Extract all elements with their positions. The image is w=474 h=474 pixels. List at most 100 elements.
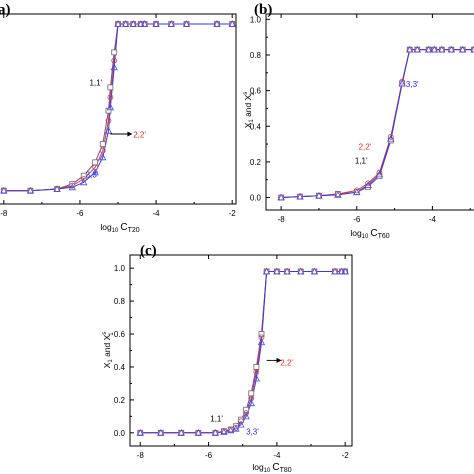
panel-a-series-1-point <box>92 159 99 166</box>
panel-c-series-3-point <box>297 267 305 275</box>
panel-b-ytick-label: 0.0 <box>250 194 262 203</box>
panel-c-series-3-point <box>252 374 261 382</box>
panel-c-series-2-point <box>238 418 244 425</box>
panel-c-xtick-labels: -8 -6 -4 -2 <box>137 451 350 460</box>
panel-a-xtick-label: -2 <box>229 209 237 218</box>
panel-c-ytick-label: 0.4 <box>114 363 126 372</box>
panel-c-xtick-label: -6 <box>205 451 213 460</box>
panel-b-xtick-label: -8 <box>278 215 286 224</box>
panel-c-series-1-point <box>253 364 260 370</box>
panel-b-series-2-point <box>353 187 360 194</box>
panel-b-series-2-point <box>471 46 474 53</box>
panel-a-series-2-point <box>111 57 118 64</box>
panel-c-series-3-point <box>257 338 266 346</box>
panel-c-series-1-line <box>140 271 346 434</box>
panel-c-annotations: 1,1' 2,2' 3,3' <box>210 357 293 436</box>
panel-a-frame <box>0 13 237 205</box>
panel-c-ytick-label: 0.2 <box>114 396 126 405</box>
panel-a-series-3-point <box>228 20 236 27</box>
panel-c-series-3-point <box>227 426 235 434</box>
panel-a-series-3-point <box>129 20 137 27</box>
panel-b-series-2-point <box>376 169 383 176</box>
panel-a-xtick-label: -4 <box>153 209 161 218</box>
panel-a: a) -8 -6 -4 -2 log10 CT20 1,1' 2,2' 3,3' <box>0 2 237 234</box>
panel-c-series-3-point <box>157 428 165 436</box>
panel-c-series-3-point <box>283 267 291 275</box>
panel-a-series-3-point <box>140 20 149 27</box>
panel-b-ylabel: X1 and Xs1 <box>243 92 256 129</box>
panel-b-axes <box>265 13 474 211</box>
panel-b-series-3-point <box>277 193 285 201</box>
panel-a-series-2-point <box>69 182 76 189</box>
panel-a-series-3-point <box>114 20 122 27</box>
panel-b-xtick-label: -6 <box>353 215 361 224</box>
panel-a-series-3-point <box>91 168 99 176</box>
panel-a-xtick-label: -8 <box>0 209 8 218</box>
panel-c-series-3-line <box>140 271 346 434</box>
panel-b-ytick-label: 0.2 <box>250 158 262 167</box>
panel-b-series-3-point <box>413 45 421 53</box>
panel-b-series-3-point <box>470 45 474 53</box>
panel-c-series-3-point <box>262 267 271 275</box>
panel-c-annotation: 2,2' <box>280 358 293 367</box>
panel-a-series-3-point <box>99 153 107 161</box>
panel-a-series-3-point <box>137 20 145 27</box>
panel-a-series-1-point <box>80 172 87 179</box>
panel-a-annotation: 1,1' <box>89 79 102 88</box>
panel-b-ytick-label: 1.0 <box>250 15 262 24</box>
panel-a-series-3-point <box>152 20 160 27</box>
panel-a-series-1-point <box>107 84 114 91</box>
panel-b-series-3-point <box>430 45 438 53</box>
panel-c-series-3-point <box>341 267 349 275</box>
panel-b-series-3-point <box>315 191 323 199</box>
panel-a-series-2-point <box>105 117 112 124</box>
panel-c-series-3-point <box>237 420 245 428</box>
panel-c-series-1-point <box>243 406 250 413</box>
panel-a-series-1-line <box>3 23 233 192</box>
panel-c-axes <box>129 254 353 447</box>
panel-c-series-3-point <box>242 412 250 420</box>
panel-c-series-2-point <box>243 410 250 416</box>
panel-a-xlabel: log10 CT20 <box>100 222 139 234</box>
panel-c-series-3-point <box>331 267 339 275</box>
panel-b-annotation: 1,1' <box>355 157 368 166</box>
panel-c-series-3-point <box>211 428 220 436</box>
panel-a-series-3-point <box>106 103 115 111</box>
panel-c-ylabel: X1 and Xs1 <box>102 332 115 369</box>
panel-b-ytick-labels: 0.0 0.2 0.4 0.6 0.8 1.0 <box>250 15 262 202</box>
panel-a-series-3-point <box>68 183 76 191</box>
panel-a-series-3-point <box>213 20 221 27</box>
panel-b-series-3-point <box>458 45 467 53</box>
panel-b-series-3-point <box>447 45 455 53</box>
panel-a-series-1-point <box>105 107 112 114</box>
panel-b-ytick-label: 0.4 <box>250 122 262 131</box>
panel-c-series-3-point <box>273 267 281 275</box>
panel-b-frame <box>265 13 474 211</box>
panel-b-series-3-point <box>387 134 395 142</box>
panel-b-series-2-point <box>387 134 394 140</box>
panel-c-annotation: 3,3' <box>246 427 259 436</box>
panel-c-ytick-label: 0.8 <box>114 297 126 306</box>
panel-a-series-2-point <box>107 94 114 101</box>
panel-b-series-3-point <box>406 45 414 53</box>
panel-b-annotation: 2,2' <box>359 142 372 151</box>
panel-b-series-3-point <box>438 45 446 53</box>
panel-c-annotation: 1,1' <box>210 414 223 423</box>
panel-a-series-3-point <box>104 126 113 134</box>
panel-c-series-3-point <box>310 267 319 275</box>
panel-b: (b) -8 -6 -4 0.00.20.40.60.81.0 log10 CT60 … <box>243 2 474 240</box>
panel-b-series-3-point <box>398 79 406 87</box>
panel-a-axes <box>0 13 237 205</box>
panel-b-ytick-label: 0.6 <box>250 87 262 96</box>
panel-a-series-3-point <box>121 20 130 27</box>
panel-b-series-3-point <box>353 188 361 196</box>
panel-a-series-3-line <box>3 23 233 192</box>
panel-b-annotation: 3,3' <box>406 80 419 89</box>
panel-b-series-2-point <box>399 78 406 85</box>
panel-c-series-3-point <box>194 428 202 436</box>
panel-b-series-3-point <box>375 170 384 178</box>
panel-b-xtick-labels: -8 -6 -4 <box>278 215 437 224</box>
panel-c-series-2-line <box>140 271 346 434</box>
panel-a-series-3-point <box>110 63 118 71</box>
panel-c-ytick-label: 0.6 <box>114 330 126 339</box>
